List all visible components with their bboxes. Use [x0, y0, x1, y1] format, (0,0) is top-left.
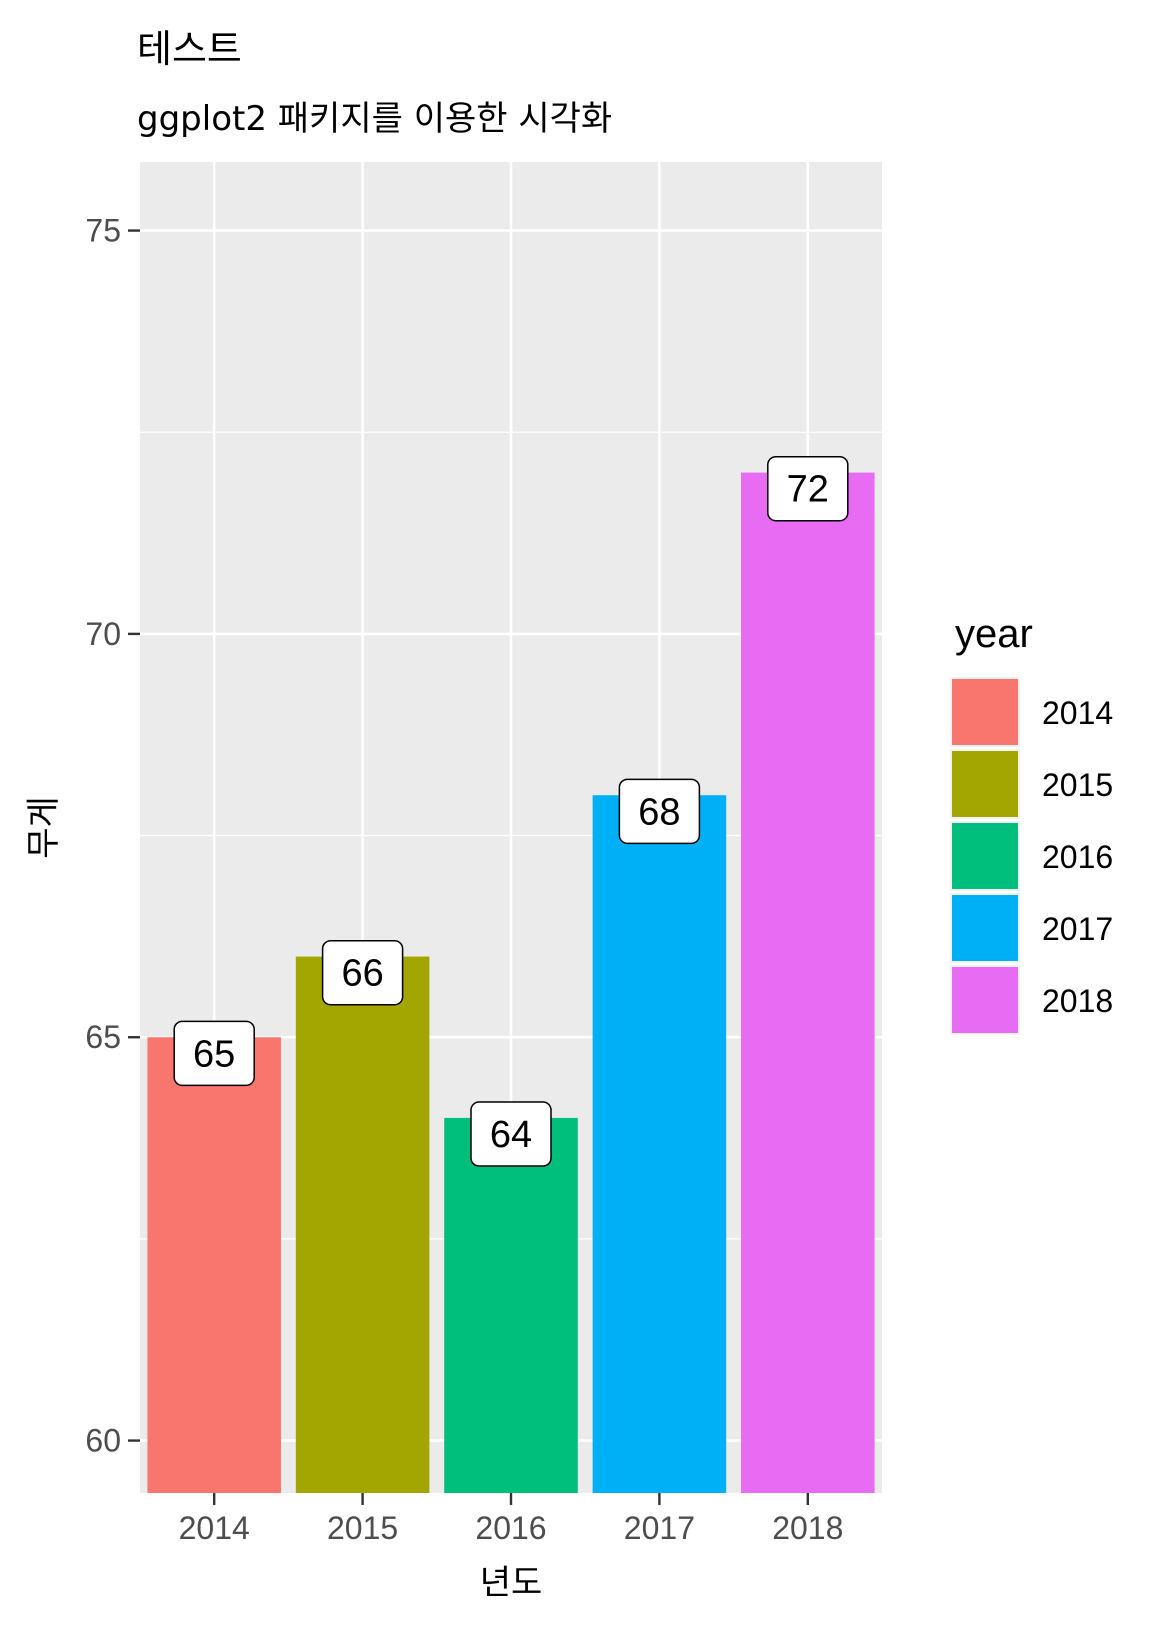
x-axis: 2014 2015 2016 2017 2018 [179, 1493, 843, 1546]
x-axis-title: 년도 [480, 1563, 543, 1603]
bar-2016 [444, 1117, 578, 1493]
data-label-box [321, 939, 404, 1006]
legend-label: 2017 [1042, 911, 1113, 947]
chart-subtitle: ggplot2 패키지를 이용한 시각화 [137, 99, 612, 139]
y-tick-label: 60 [85, 1423, 121, 1459]
data-label: 66 [341, 953, 383, 995]
legend: year 2014 2015 2016 2017 2018 [950, 612, 1113, 1035]
legend-title: year [955, 612, 1033, 656]
y-tick-label: 75 [85, 213, 121, 249]
bar-2015 [295, 956, 430, 1493]
y-tick-label: 65 [85, 1019, 121, 1055]
y-tick-label: 70 [85, 616, 121, 652]
bar-2018 [741, 472, 875, 1494]
legend-label: 2015 [1042, 767, 1113, 803]
data-label: 68 [638, 791, 680, 833]
legend-label: 2016 [1042, 839, 1113, 875]
bar-2014 [147, 1037, 281, 1493]
data-label-box [173, 1020, 255, 1087]
y-axis: 60 65 70 75 [85, 213, 140, 1459]
x-tick-label: 2017 [624, 1510, 695, 1546]
x-tick-label: 2016 [475, 1510, 546, 1546]
x-tick-label: 2015 [327, 1510, 398, 1546]
bars [147, 472, 875, 1494]
data-label: 72 [787, 469, 829, 511]
legend-label: 2018 [1042, 983, 1113, 1019]
bar-2017 [592, 795, 727, 1493]
legend-swatch-2018 [952, 967, 1018, 1033]
y-axis-title: 무게 [24, 796, 64, 859]
legend-swatch-2015 [952, 751, 1018, 817]
legend-swatch-2016 [952, 823, 1018, 889]
legend-label: 2014 [1042, 695, 1113, 731]
chart-title: 테스트 [137, 27, 242, 71]
data-label-box [470, 1101, 552, 1167]
legend-items: 2014 2015 2016 2017 2018 [950, 677, 1113, 1035]
data-label: 65 [193, 1033, 235, 1075]
data-label-box [767, 455, 849, 522]
x-tick-label: 2018 [772, 1510, 843, 1546]
legend-swatch-2014 [952, 679, 1018, 745]
data-label-box [618, 778, 701, 845]
data-labels: 65 66 64 68 72 [173, 455, 849, 1167]
x-tick-label: 2014 [179, 1510, 250, 1546]
data-label: 64 [490, 1114, 532, 1156]
legend-swatch-2017 [952, 895, 1018, 961]
